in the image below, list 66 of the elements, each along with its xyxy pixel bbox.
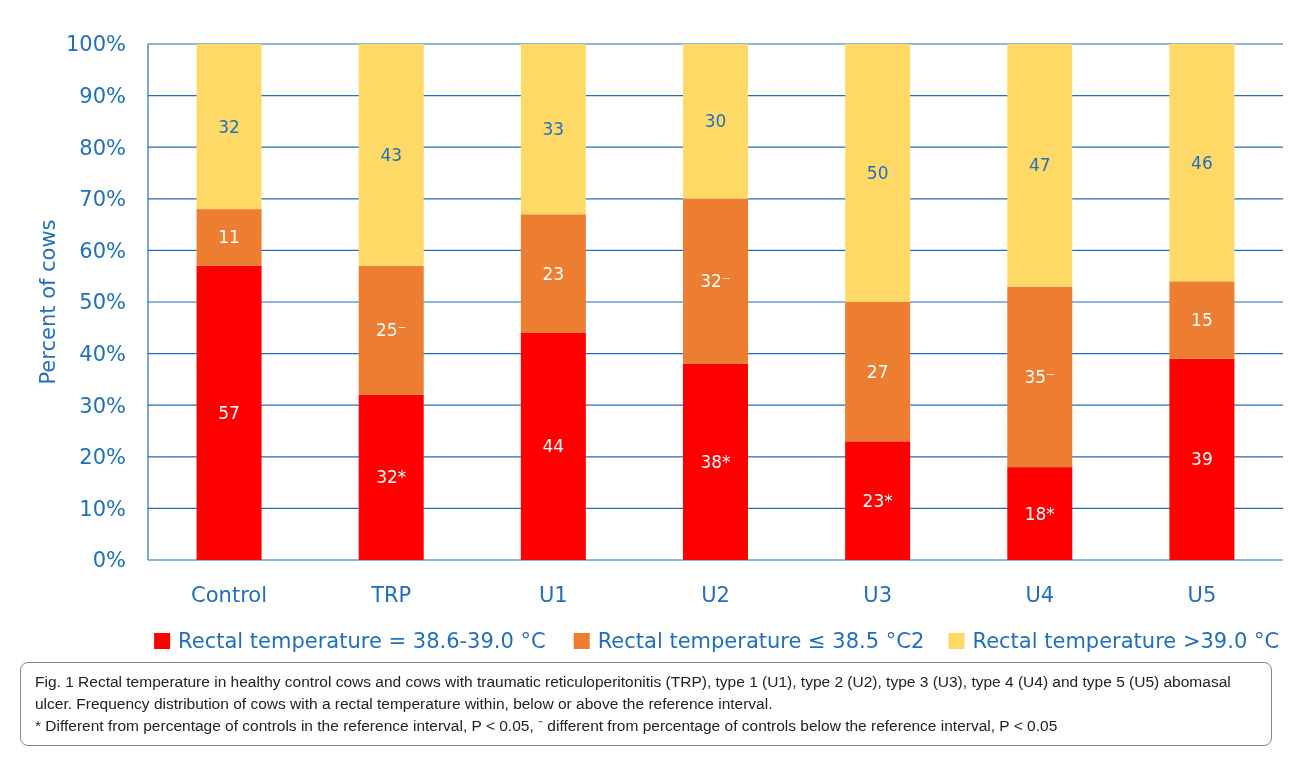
- legend-label: Rectal temperature >39.0 °C: [972, 629, 1280, 654]
- bar: [845, 302, 911, 442]
- bar: [196, 44, 262, 210]
- data-label: 23: [542, 263, 565, 284]
- y-tick-label: 40%: [79, 341, 126, 366]
- data-label: 47: [1028, 155, 1051, 176]
- caption: Fig. 1 Rectal temperature in healthy control cows and cows with traumatic reticuloperitonitis (TRP), type 1 (U1), type 2 (U2), type 3 (U3), type 4 (U4) and type 5 (U5) abomasal ulcer. Frequency distribution of cows with a rectal temperature within, below or above the reference interval.: [35, 672, 1232, 714]
- y-tick-label: 100%: [65, 32, 126, 57]
- bar: [196, 209, 262, 266]
- data-label: 39: [1191, 449, 1213, 470]
- bar: [845, 441, 911, 560]
- y-tick-label: 20%: [79, 445, 126, 470]
- bar: [845, 44, 911, 302]
- bar: [1007, 44, 1073, 287]
- y-axis-title: Percent of cows: [36, 219, 60, 385]
- bar: [683, 198, 748, 364]
- bar: [683, 363, 748, 560]
- data-label: 32⁻: [700, 271, 731, 292]
- bar: [358, 394, 424, 560]
- y-tick-label: 10%: [79, 496, 126, 521]
- x-tick-label: U3: [863, 583, 893, 607]
- bar: [358, 265, 424, 395]
- data-label: 25⁻: [375, 320, 407, 341]
- data-label: 35⁻: [1024, 366, 1056, 387]
- bar: [1007, 286, 1073, 468]
- x-tick-label: Control: [191, 583, 268, 607]
- bar: [1169, 281, 1235, 359]
- bar: [1169, 44, 1235, 282]
- bar: [196, 265, 262, 560]
- x-tick-label: U2: [701, 583, 730, 607]
- data-label: 46: [1191, 152, 1213, 173]
- x-tick-label: U4: [1025, 583, 1055, 607]
- data-label: 32*: [376, 467, 407, 488]
- data-label: 33: [542, 119, 565, 140]
- data-label: 50: [866, 162, 889, 183]
- data-label: 43: [380, 144, 403, 165]
- data-label: 27: [866, 361, 889, 382]
- bar: [1007, 467, 1073, 560]
- data-label: 44: [542, 436, 565, 457]
- y-tick-label: 50%: [79, 290, 126, 315]
- data-label: 30: [704, 111, 727, 132]
- data-label: 38*: [700, 451, 731, 472]
- x-tick-label: U5: [1187, 583, 1217, 607]
- bar: [683, 44, 748, 199]
- data-label: 18*: [1024, 503, 1055, 524]
- data-label: 32: [218, 116, 240, 137]
- data-label: 11: [218, 227, 240, 248]
- legend-label: Rectal temperature = 38.6-39.0 °C: [178, 629, 546, 654]
- x-tick-label: U1: [538, 583, 568, 607]
- data-label: 15: [1191, 310, 1213, 331]
- y-tick-label: 30%: [79, 393, 126, 418]
- y-tick-label: 80%: [79, 135, 126, 160]
- x-tick-label: TRP: [370, 583, 412, 607]
- y-tick-label: 70%: [79, 187, 126, 212]
- text: * Different from percentage of controls in the reference interval, P < 0.05, ⁻ different from percentage of controls below the reference interval, P < 0.05: [35, 716, 1059, 736]
- y-tick-label: 60%: [79, 238, 126, 263]
- bar: [1169, 358, 1235, 560]
- data-label: 57: [218, 402, 240, 423]
- legend-label: Rectal temperature ≤ 38.5 °C2: [597, 629, 925, 654]
- y-tick-label: 0%: [92, 548, 126, 573]
- bar: [520, 214, 586, 333]
- data-label: 23*: [862, 490, 893, 511]
- bar: [520, 332, 586, 560]
- bar: [520, 44, 586, 215]
- y-tick-label: 90%: [79, 83, 126, 108]
- bar: [358, 44, 424, 266]
